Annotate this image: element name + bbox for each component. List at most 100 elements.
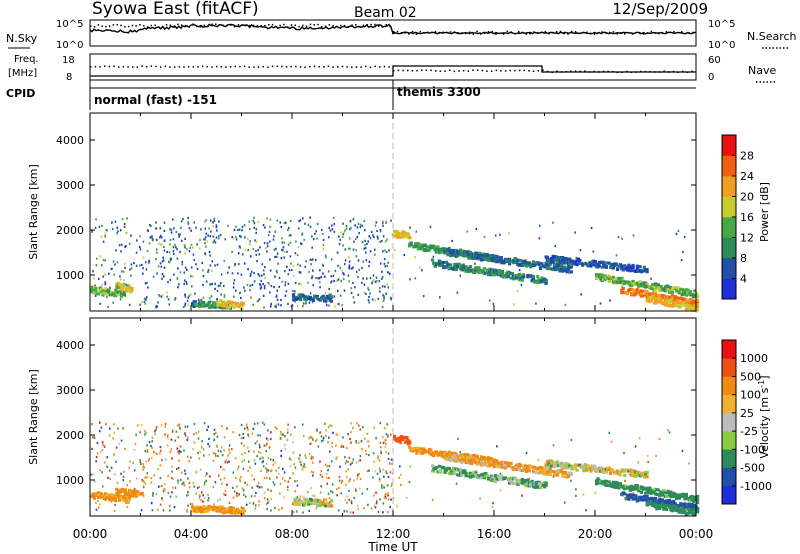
echo-point [521, 494, 523, 497]
echo-point [213, 438, 216, 441]
echo-point [144, 430, 146, 433]
echo-point [144, 302, 146, 305]
echo-point [90, 290, 94, 294]
echo-point [367, 299, 370, 302]
echo-point [372, 274, 375, 277]
echo-point [139, 264, 141, 267]
echo-point [393, 435, 397, 439]
echo-point [159, 452, 161, 455]
echo-point [139, 235, 141, 238]
echo-point [257, 249, 259, 252]
echo-point [151, 440, 154, 443]
noise-search-dot [495, 33, 497, 35]
echo-point [269, 291, 271, 294]
echo-point [193, 423, 196, 426]
echo-point [143, 300, 146, 303]
echo-point [579, 249, 582, 252]
echo-point [279, 437, 282, 440]
echo-point [349, 478, 351, 481]
colorbar-segment [722, 358, 736, 377]
echo-point [475, 454, 479, 458]
noise-search-dot [669, 31, 671, 33]
echo-point [223, 284, 225, 288]
echo-point [241, 460, 244, 463]
echo-point [264, 467, 267, 470]
y-tick-label: 4000 [56, 339, 84, 352]
echo-point [309, 292, 312, 295]
echo-point [184, 246, 186, 249]
echo-point [209, 283, 211, 286]
echo-point [485, 475, 489, 478]
nave-dot [327, 65, 330, 67]
echo-point [178, 449, 181, 453]
echo-point [270, 431, 272, 434]
nave-dot [453, 70, 456, 73]
echo-point [499, 257, 503, 261]
echo-point [174, 439, 177, 442]
echo-point [610, 468, 614, 472]
echo-point [158, 485, 160, 488]
echo-point [260, 279, 262, 283]
echo-point [385, 492, 387, 496]
echo-point [119, 229, 122, 232]
echo-point [352, 296, 355, 299]
echo-point [352, 458, 355, 461]
echo-point [262, 465, 265, 468]
echo-point [596, 477, 600, 481]
echo-point [656, 488, 660, 492]
echo-point [163, 245, 165, 249]
echo-point [112, 227, 114, 231]
velocity-colorbar-label-exp: -1 [757, 380, 766, 388]
echo-point [390, 458, 393, 461]
echo-point [159, 294, 161, 298]
echo-point [288, 234, 291, 237]
echo-point [338, 243, 341, 246]
noise-search-dot [400, 32, 403, 34]
noise-search-dot [313, 24, 315, 26]
echo-point [487, 257, 491, 261]
nave-dot [593, 70, 595, 73]
echo-point [237, 262, 240, 266]
echo-point [373, 278, 375, 281]
echo-point [479, 497, 481, 500]
echo-point [91, 230, 93, 233]
echo-point [162, 490, 165, 493]
echo-point [127, 497, 132, 501]
echo-point [338, 487, 340, 490]
echo-point [195, 303, 199, 307]
echo-point [574, 231, 576, 234]
echo-point [485, 253, 489, 257]
echo-point [249, 274, 252, 277]
echo-point [223, 477, 226, 480]
noise-search-dot [563, 32, 565, 35]
echo-point [213, 219, 216, 222]
noise-search-dot [393, 31, 395, 33]
echo-point [492, 465, 496, 469]
noise-search-dot [93, 26, 96, 28]
freq-tick-bottom: 8 [66, 72, 72, 83]
echo-point [180, 220, 183, 223]
echo-point [344, 229, 346, 232]
noise-search-dot [582, 31, 584, 34]
echo-point [373, 504, 376, 507]
x-tick-label: 16:00 [477, 527, 512, 541]
echo-point [95, 460, 97, 463]
noise-search-dot [358, 25, 361, 28]
echo-point [430, 258, 435, 262]
freq-label-1: Freq. [14, 54, 39, 65]
echo-point [611, 266, 615, 270]
noise-search-dot [616, 33, 618, 35]
echo-point [195, 432, 198, 435]
echo-point [429, 448, 433, 452]
echo-point [92, 473, 94, 476]
echo-point [315, 504, 319, 508]
echo-point [148, 242, 151, 245]
echo-point [139, 248, 142, 251]
echo-point [122, 293, 126, 296]
echo-point [512, 277, 516, 281]
echo-point [199, 468, 202, 471]
echo-point [300, 463, 302, 466]
echo-point [171, 477, 173, 480]
echo-point [355, 237, 357, 240]
echo-point [120, 250, 122, 253]
